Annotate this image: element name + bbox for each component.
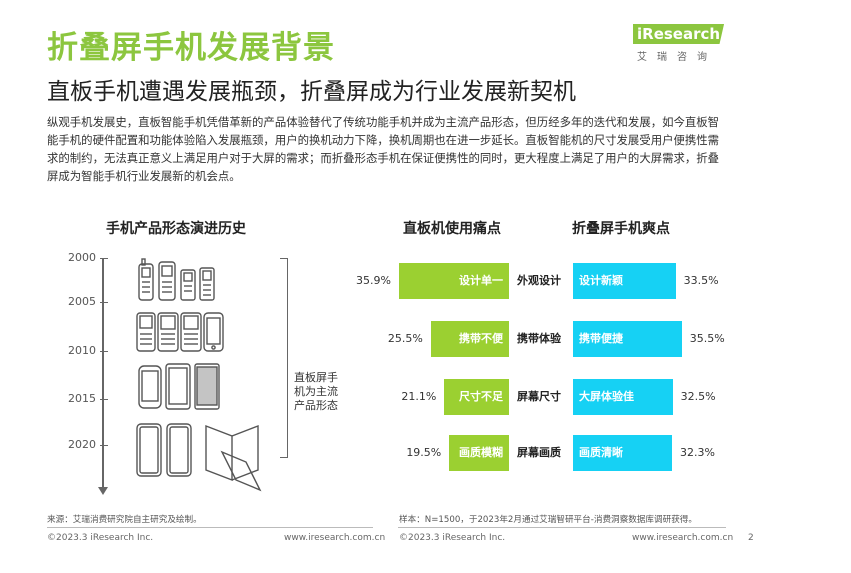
source-note: 来源：艾瑞消费研究院自主研究及绘制。 <box>47 515 202 525</box>
logo-cn: 艾瑞咨询 <box>637 52 717 63</box>
page-number: 2 <box>748 533 754 543</box>
highlight-bar: 携带便捷 <box>573 321 682 357</box>
timeline-arrow-icon <box>98 487 108 495</box>
year-tick <box>100 302 108 303</box>
year-tick <box>100 399 108 400</box>
pain-bar: 设计单一 <box>399 263 509 299</box>
bracket-line <box>280 258 288 458</box>
url-right[interactable]: www.iresearch.com.cn <box>632 533 734 543</box>
highlight-bar: 画质清晰 <box>573 435 672 471</box>
year-tick <box>100 445 108 446</box>
highlight-bar-label: 携带便捷 <box>579 332 623 345</box>
year-tick <box>100 258 108 259</box>
pain-bar-label: 携带不便 <box>458 332 503 345</box>
highlight-bar: 设计新颖 <box>573 263 676 299</box>
year-label: 2000 <box>68 251 96 264</box>
highlight-value-label: 32.5% <box>680 390 716 403</box>
page-title: 折叠屏手机发展背景 <box>47 30 335 66</box>
keyboard-phones-icon <box>136 312 224 352</box>
year-label: 2005 <box>68 295 96 308</box>
highlight-value-label: 32.3% <box>679 446 715 459</box>
pain-bar-label: 设计单一 <box>459 274 503 287</box>
pain-value-label: 21.1% <box>401 390 437 403</box>
year-label: 2015 <box>68 392 96 405</box>
category-label: 携带体验 <box>517 332 561 345</box>
footer-rule-left <box>47 527 373 528</box>
highlight-bar-label: 大屏体验佳 <box>579 390 634 403</box>
category-label: 外观设计 <box>517 274 561 287</box>
highlight-value-label: 35.5% <box>689 332 725 345</box>
url-left[interactable]: www.iresearch.com.cn <box>284 533 386 543</box>
touch-phones-icon <box>138 363 220 410</box>
pain-bar-label: 画质模糊 <box>458 446 503 459</box>
year-label: 2020 <box>68 438 96 451</box>
pain-value-label: 25.5% <box>387 332 423 345</box>
pain-bar-label: 尺寸不足 <box>458 390 503 403</box>
pain-bar: 画质模糊 <box>449 435 509 471</box>
pain-value-label: 35.9% <box>356 274 391 287</box>
logo-brand: iResearch <box>633 24 725 44</box>
page-subtitle: 直板手机遭遇发展瓶颈，折叠屏成为行业发展新契机 <box>47 79 576 105</box>
footer-rule-right <box>398 527 726 528</box>
intro-paragraph: 纵观手机发展史，直板智能手机凭借革新的产品体验替代了传统功能手机并成为主流产品形… <box>47 115 720 183</box>
timeline-axis <box>102 258 104 491</box>
highlight-bar-label: 画质清晰 <box>579 446 623 459</box>
year-label: 2010 <box>68 344 96 357</box>
highlight-value-label: 33.5% <box>683 274 719 287</box>
feature-phones-icon <box>138 258 215 301</box>
timeline-title: 手机产品形态演进历史 <box>106 221 246 237</box>
year-tick <box>100 351 108 352</box>
fullscreen-and-foldable-phones-icon <box>136 423 262 492</box>
iresearch-logo: iResearch 艾瑞咨询 <box>633 20 728 68</box>
category-label: 屏幕画质 <box>517 446 561 459</box>
sample-note: 样本：N=1500，于2023年2月通过艾瑞智研平台-消费洞察数据库调研获得。 <box>399 515 697 525</box>
copyright-left: ©2023.3 iResearch Inc. <box>47 533 154 543</box>
copyright-right: ©2023.3 iResearch Inc. <box>399 533 506 543</box>
highlights-title: 折叠屏手机爽点 <box>572 221 670 237</box>
pain-bar: 尺寸不足 <box>444 379 509 415</box>
bracket-label: 直板屏手机为主流产品形态 <box>294 371 338 412</box>
pain-value-label: 19.5% <box>406 446 442 459</box>
pain-bar: 携带不便 <box>430 321 509 357</box>
highlight-bar-label: 设计新颖 <box>579 274 623 287</box>
pain-points-title: 直板机使用痛点 <box>403 221 501 237</box>
category-label: 屏幕尺寸 <box>517 390 561 403</box>
highlight-bar: 大屏体验佳 <box>573 379 673 415</box>
